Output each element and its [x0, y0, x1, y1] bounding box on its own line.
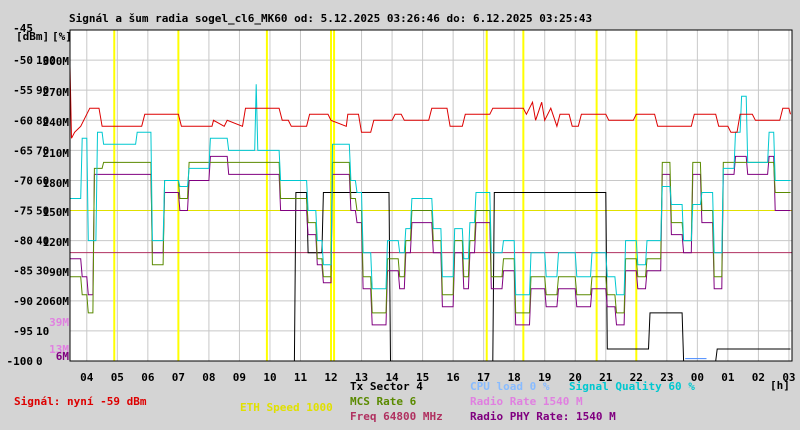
grid: [70, 29, 792, 362]
legend-tx-sector: Tx Sector 4: [350, 380, 423, 393]
y-tick-rate: 150M: [43, 206, 70, 219]
legend-freq: Freq 64800 MHz: [350, 410, 443, 423]
y-tick-rate: 300M: [43, 55, 70, 68]
y-tick-percent: 70: [36, 144, 49, 157]
y-tick-rate: 39M: [49, 316, 69, 329]
x-tick: 17: [477, 371, 490, 384]
y-tick-rate: 13M: [49, 343, 69, 356]
y-tick-percent: 20: [36, 295, 49, 308]
series-line: [70, 84, 791, 296]
y-tick-dbm: -75: [13, 205, 33, 218]
x-tick: 20: [569, 371, 582, 384]
x-tick: 16: [447, 371, 461, 384]
y-tick-dbm: -70: [13, 174, 33, 187]
x-tick: 15: [416, 371, 429, 384]
legend-signal: Signál: nyní -59 dBm: [14, 395, 147, 408]
legend-phy-rate: Radio PHY Rate: 1540 M: [470, 410, 616, 423]
x-tick: 03: [782, 371, 795, 384]
y-tick-rate: 60M: [49, 295, 69, 308]
x-tick: 01: [721, 371, 735, 384]
legend-mcs-rate: MCS Rate 6: [350, 395, 417, 408]
y-tick-dbm: -80: [13, 235, 33, 248]
y-tick-rate: 90M: [49, 266, 69, 279]
x-tick: 05: [111, 371, 124, 384]
unit-label-dbm: [dBm]: [16, 30, 49, 43]
y-tick-dbm: -60: [13, 114, 33, 127]
x-tick: 14: [385, 371, 399, 384]
legend-cpu-load: CPU load 0 %: [470, 380, 550, 393]
plot-area: [70, 30, 792, 361]
y-tick-dbm: -45: [13, 22, 33, 35]
x-tick: 07: [172, 371, 185, 384]
series-line: [70, 161, 791, 314]
x-tick: 02: [752, 371, 765, 384]
unit-label-percent: [%]: [52, 30, 72, 43]
y-tick-dbm: -100: [7, 355, 34, 368]
x-unit-label: [h]: [770, 379, 790, 392]
x-tick: 11: [294, 371, 308, 384]
x-tick: 13: [355, 371, 368, 384]
y-tick-dbm: -50: [13, 54, 33, 67]
y-tick-rate: 210M: [43, 147, 70, 160]
y-tick-dbm: -85: [13, 265, 33, 278]
y-tick-dbm: -55: [13, 84, 33, 97]
x-axis-ticks: 04 05 06 07 08 09 10 11 12 13 14 15 16 17 18 19 20 21 22 23…: [80, 371, 795, 384]
x-tick: 23: [660, 371, 673, 384]
y-tick-rate: 120M: [43, 236, 70, 249]
y-tick-percent: 10: [36, 325, 49, 338]
y-tick-percent: 0: [36, 355, 43, 368]
x-tick: 21: [599, 371, 613, 384]
x-tick: 22: [630, 371, 643, 384]
x-tick: 08: [202, 371, 215, 384]
y-tick-rate: 6M: [56, 350, 70, 363]
y-tick-rate: 180M: [43, 177, 70, 190]
x-tick: 00: [691, 371, 704, 384]
x-tick: 19: [538, 371, 551, 384]
plot-border: [69, 29, 793, 362]
x-tick: 09: [233, 371, 246, 384]
x-tick: 10: [263, 371, 276, 384]
y-tick-percent: 50: [36, 205, 49, 218]
y-tick-percent: 100: [36, 54, 56, 67]
series-line: [69, 66, 791, 139]
y-tick-percent: 30: [36, 265, 49, 278]
y-tick-percent: 80: [36, 114, 49, 127]
x-tick: 12: [324, 371, 337, 384]
y-tick-percent: 60: [36, 174, 49, 187]
legend-signal-quality: Signal Quality 60 %: [569, 380, 695, 393]
y-tick-rate: 270M: [43, 86, 70, 99]
x-tick: 06: [141, 371, 155, 384]
y-tick-dbm: -65: [13, 144, 33, 157]
series-lines: [69, 66, 791, 362]
y-tick-dbm: -90: [13, 295, 33, 308]
x-tick: 18: [508, 371, 521, 384]
y-tick-percent: 90: [36, 84, 49, 97]
y-tick-rate: 240M: [43, 116, 70, 129]
y-tick-percent: 40: [36, 235, 49, 248]
x-tick: 04: [80, 371, 94, 384]
y-tick-dbm: -95: [13, 325, 33, 338]
chart-title: Signál a šum radia sogel_cl6_MK60 od: 5.…: [69, 12, 592, 25]
legend-eth-speed: ETH Speed 1000: [240, 401, 333, 414]
y-axis-ticks: -45-50-55-60-65-70-75-80-85-90-95-100100…: [7, 22, 70, 368]
legend-radio-rate: Radio Rate 1540 M: [470, 395, 583, 408]
